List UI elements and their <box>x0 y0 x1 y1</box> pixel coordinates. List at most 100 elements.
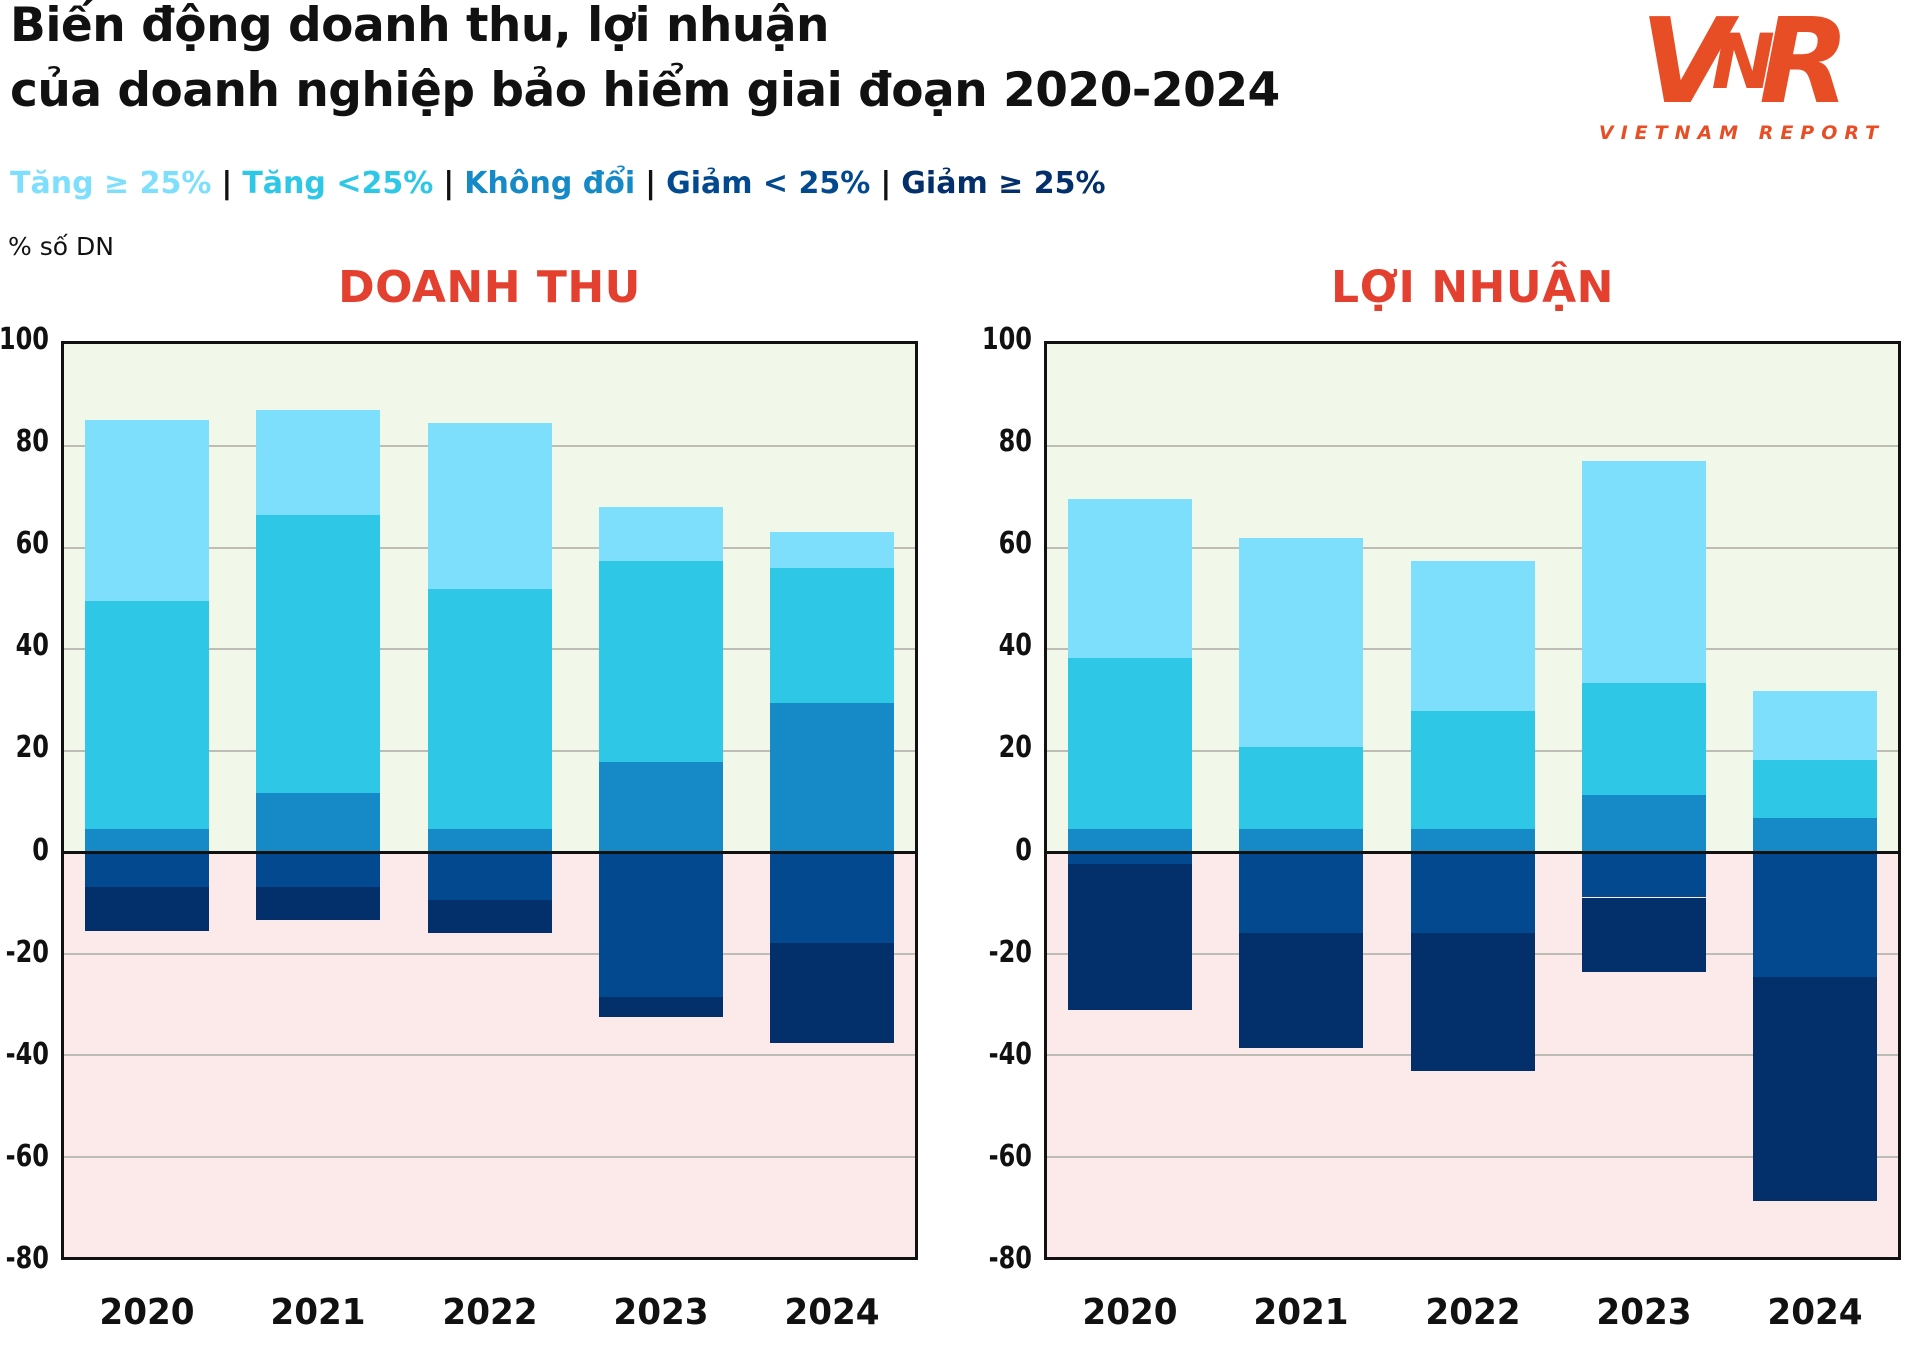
x-axis-label-2021: 2021 <box>1253 1292 1349 1333</box>
y-axis-tick: 80 <box>998 424 1032 460</box>
y-axis-tick: 40 <box>15 628 50 664</box>
segment-unchanged-2020 <box>84 828 209 852</box>
chart-title-loi-nhuan: LỢI NHUẬN <box>1331 262 1614 313</box>
segment-unchanged-2020 <box>1067 828 1192 852</box>
y-axis-tick: 100 <box>0 322 49 357</box>
segment-dec-ge-25-2020 <box>84 887 209 931</box>
segment-unchanged-2022 <box>427 828 552 852</box>
segment-dec-ge-25-2021 <box>1239 933 1364 1049</box>
segment-unchanged-2021 <box>256 792 381 852</box>
y-axis-tick: 80 <box>15 424 50 460</box>
page-title: Biến động doanh thu, lợi nhuận của doanh … <box>10 0 1280 124</box>
gridline <box>64 1155 915 1158</box>
segment-inc-lt-25-2023 <box>598 560 723 763</box>
segment-unchanged-2023 <box>1581 795 1706 852</box>
y-axis-tick: 20 <box>15 730 50 766</box>
segment-dec-lt-25-2024 <box>1753 851 1878 977</box>
segment-dec-lt-25-2021 <box>256 851 381 888</box>
logo-letter-n: N <box>1711 17 1775 106</box>
segment-dec-lt-25-2021 <box>1239 851 1364 934</box>
segment-inc-ge-25-2024 <box>1753 690 1878 760</box>
gridline <box>1047 1155 1898 1158</box>
segment-inc-lt-25-2024 <box>770 568 895 704</box>
y-axis-tick: 60 <box>998 526 1032 562</box>
gridline <box>1047 445 1898 448</box>
segment-unchanged-2024 <box>770 703 895 852</box>
vnr-logo-letters: VNR <box>1592 2 1892 120</box>
y-axis-tick: -20 <box>5 934 49 970</box>
page-title-line2: của doanh nghiệp bảo hiểm giai đoạn 2020… <box>10 62 1280 118</box>
legend-separator: | <box>443 166 455 201</box>
segment-inc-lt-25-2022 <box>427 588 552 829</box>
segment-dec-lt-25-2023 <box>598 851 723 998</box>
segment-inc-lt-25-2020 <box>1067 657 1192 829</box>
legend-separator: | <box>880 166 892 201</box>
y-axis-tick: -80 <box>5 1241 49 1276</box>
segment-inc-ge-25-2020 <box>84 420 209 602</box>
segment-unchanged-2023 <box>598 762 723 852</box>
y-axis-tick: -60 <box>988 1138 1032 1174</box>
segment-inc-ge-25-2021 <box>1239 537 1364 747</box>
segment-inc-lt-25-2021 <box>1239 746 1364 829</box>
legend-separator: | <box>645 166 657 201</box>
segment-inc-ge-25-2023 <box>598 506 723 561</box>
zero-axis-line <box>1047 851 1898 855</box>
segment-dec-ge-25-2024 <box>1753 976 1878 1202</box>
segment-inc-ge-25-2023 <box>1581 460 1706 684</box>
gridline <box>64 1054 915 1057</box>
segment-dec-ge-25-2022 <box>1410 933 1535 1072</box>
x-axis-label-2022: 2022 <box>441 1292 538 1333</box>
x-axis-label-2020: 2020 <box>99 1292 195 1333</box>
y-axis-tick: -60 <box>5 1138 49 1174</box>
logo-subtitle: VIETNAM REPORT <box>1598 122 1886 144</box>
segment-dec-ge-25-2023 <box>598 997 723 1018</box>
logo-letter-v: V <box>1640 0 1731 130</box>
segment-inc-lt-25-2024 <box>1753 759 1878 819</box>
page-title-line1: Biến động doanh thu, lợi nhuận <box>10 0 830 53</box>
segment-unchanged-2022 <box>1410 828 1535 852</box>
y-axis-tick: -40 <box>5 1036 49 1072</box>
segment-dec-lt-25-2022 <box>1410 851 1535 934</box>
zero-axis-line <box>64 851 915 855</box>
segment-inc-ge-25-2021 <box>256 409 381 515</box>
segment-dec-lt-25-2020 <box>84 851 209 888</box>
segment-dec-ge-25-2020 <box>1067 864 1192 1010</box>
x-axis-label-2023: 2023 <box>613 1292 709 1333</box>
segment-inc-ge-25-2022 <box>1410 560 1535 712</box>
x-axis-label-2024: 2024 <box>1767 1292 1863 1333</box>
segment-inc-ge-25-2024 <box>770 532 895 569</box>
x-axis-label-2023: 2023 <box>1596 1292 1692 1333</box>
x-axis-label-2022: 2022 <box>1424 1292 1521 1333</box>
y-axis-tick: 40 <box>998 628 1032 664</box>
x-axis-label-2020: 2020 <box>1082 1292 1178 1333</box>
segment-inc-ge-25-2022 <box>427 422 552 589</box>
segment-dec-ge-25-2022 <box>427 900 552 934</box>
segment-unchanged-2021 <box>1239 828 1364 852</box>
x-axis-label-2024: 2024 <box>784 1292 880 1333</box>
segment-inc-lt-25-2021 <box>256 514 381 793</box>
gridline <box>64 952 915 955</box>
segment-dec-ge-25-2021 <box>256 887 381 921</box>
chart-doanh-thu: DOANH THU 100 80 60 40 20 0 -20 -40 -60 -80 2020 20… <box>0 260 935 1358</box>
chart-loi-nhuan: LỢI NHUẬN 100 80 60 40 20 0 -20 -40 -60 -80 2020 20… <box>982 260 1918 1358</box>
y-axis-tick: -80 <box>988 1241 1032 1276</box>
legend: Tăng ≥ 25% | Tăng <25% | Không đổi | Giảm < 25… <box>10 166 1106 201</box>
segment-dec-lt-25-2022 <box>427 851 552 901</box>
unit-label: % số DN <box>8 232 114 261</box>
segment-dec-ge-25-2023 <box>1581 897 1706 972</box>
segment-inc-ge-25-2020 <box>1067 499 1192 658</box>
y-axis-tick: 60 <box>15 526 50 562</box>
y-axis-tick: -40 <box>988 1036 1032 1072</box>
legend-item-unchanged: Không đổi <box>464 166 636 201</box>
y-axis-tick: 0 <box>1015 832 1032 868</box>
y-axis-tick: -20 <box>988 934 1032 970</box>
vnr-logo: VNR VIETNAM REPORT <box>1592 2 1892 144</box>
y-axis-tick: 20 <box>998 730 1032 766</box>
gridline <box>1047 546 1898 549</box>
y-axis-tick: 0 <box>32 832 49 868</box>
segment-dec-lt-25-2023 <box>1581 851 1706 898</box>
segment-dec-ge-25-2024 <box>770 943 895 1043</box>
legend-item-dec-ge-25: Giảm ≥ 25% <box>901 166 1106 201</box>
segment-unchanged-2024 <box>1753 818 1878 852</box>
